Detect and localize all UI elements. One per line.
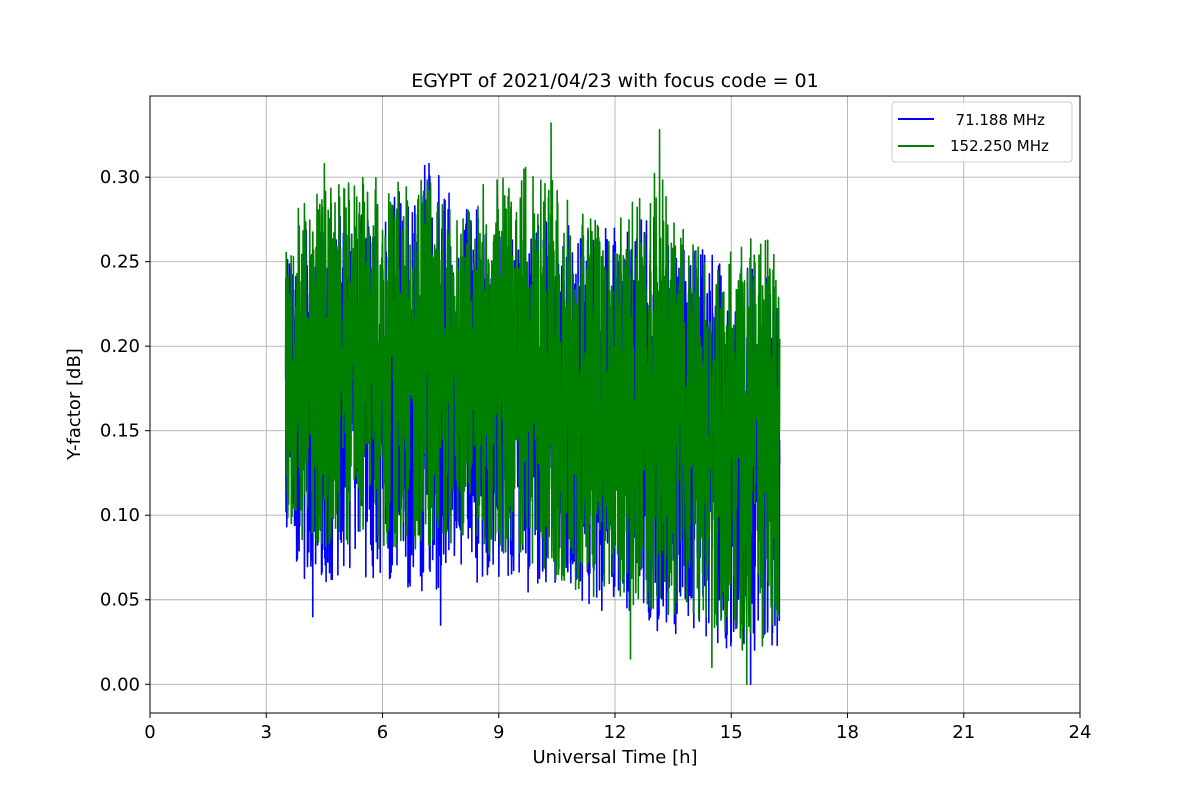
x-tick-label: 12: [604, 722, 627, 743]
y-tick-label: 0.05: [100, 590, 140, 611]
legend-label-71mhz: 71.188 MHz: [946, 111, 1045, 129]
x-tick-label: 6: [377, 722, 388, 743]
series-group: [284, 122, 781, 686]
legend: 71.188 MHz 152.250 MHz: [891, 101, 1073, 163]
y-tick-label: 0.20: [100, 336, 140, 357]
y-tick-label: 0.10: [100, 505, 140, 526]
x-tick-label: 0: [144, 722, 155, 743]
x-tick-label: 18: [836, 722, 859, 743]
x-axis-label: Universal Time [h]: [532, 747, 697, 768]
x-tick-label: 9: [493, 722, 504, 743]
legend-frame: [891, 101, 1073, 163]
x-tick-label: 21: [952, 722, 975, 743]
y-tick-label: 0.25: [100, 252, 140, 273]
x-tick-label: 3: [261, 722, 272, 743]
ticks: 0 3 6 9 12 15 18 21 24 0.00 0.05 0.10 0.15 0.20 0.25 0.…: [100, 167, 1092, 743]
y-tick-label: 0.00: [100, 674, 140, 695]
y-axis-label: Y-factor [dB]: [64, 348, 85, 461]
chart-title: EGYPT of 2021/04/23 with focus code = 01: [411, 70, 818, 92]
y-tick-label: 0.15: [100, 421, 140, 442]
series-line-1: [284, 122, 781, 686]
x-tick-label: 24: [1069, 722, 1092, 743]
x-tick-label: 15: [720, 722, 743, 743]
legend-label-152mhz: 152.250 MHz: [950, 137, 1049, 155]
y-tick-label: 0.30: [100, 167, 140, 188]
